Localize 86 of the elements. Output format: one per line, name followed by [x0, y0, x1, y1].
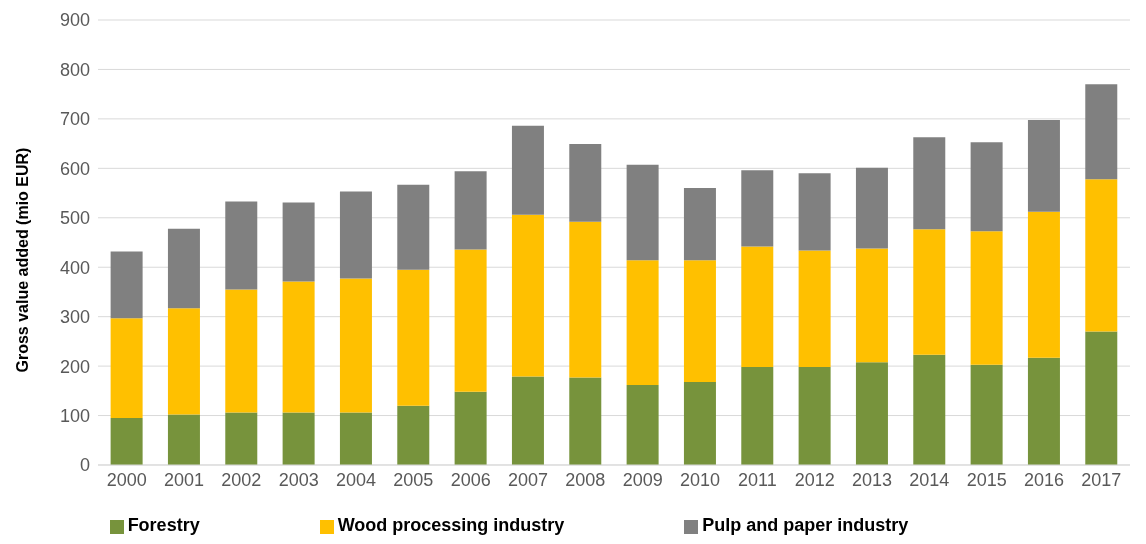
legend-label: Wood processing industry — [337, 515, 565, 535]
bar — [855, 167, 888, 249]
x-tick-label: 2007 — [507, 469, 549, 490]
bar — [225, 412, 258, 465]
bar — [511, 214, 544, 377]
x-tick-label: 2004 — [335, 469, 377, 490]
bar — [339, 412, 372, 465]
bar — [913, 229, 946, 355]
bar — [1027, 357, 1060, 465]
bar — [339, 191, 372, 279]
bar — [569, 221, 602, 378]
bar — [855, 362, 888, 465]
x-tick-label: 2008 — [565, 469, 606, 490]
bar — [741, 367, 774, 465]
bar — [569, 144, 602, 222]
y-tick-label: 200 — [59, 356, 90, 377]
y-tick-label: 300 — [59, 307, 90, 328]
bar — [454, 171, 487, 250]
legend-label: Pulp and paper industry — [702, 515, 909, 535]
y-axis-title: Gross value added (mio EUR) — [13, 147, 31, 373]
bar — [282, 281, 315, 413]
bar — [110, 318, 143, 419]
bar — [225, 289, 258, 413]
y-tick-label: 400 — [59, 257, 90, 278]
bar — [569, 377, 602, 465]
y-tick-label: 0 — [79, 455, 90, 476]
y-tick-label: 900 — [59, 10, 90, 31]
bar — [626, 164, 659, 261]
bar — [454, 391, 487, 465]
x-tick-label: 2015 — [966, 469, 1007, 490]
bar — [167, 414, 200, 465]
bar — [683, 260, 716, 382]
bar — [511, 125, 544, 215]
bar — [339, 278, 372, 413]
bar — [454, 249, 487, 392]
x-tick-label: 2002 — [221, 469, 262, 490]
bar — [1085, 179, 1118, 332]
bar — [970, 364, 1003, 465]
bar — [1085, 331, 1118, 465]
bar — [1027, 119, 1060, 212]
x-tick-label: 2009 — [622, 469, 663, 490]
x-tick-label: 2003 — [278, 469, 319, 490]
x-tick-label: 2013 — [851, 469, 893, 490]
bar — [626, 384, 659, 465]
bar — [167, 308, 200, 415]
bar — [741, 246, 774, 368]
bar — [798, 173, 831, 251]
x-tick-label: 2001 — [163, 469, 205, 490]
bar — [1085, 84, 1118, 180]
bar — [282, 412, 315, 465]
bar — [913, 354, 946, 465]
bar — [1027, 211, 1060, 358]
bar — [798, 250, 831, 368]
bar — [913, 137, 946, 230]
y-tick-label: 100 — [59, 405, 90, 426]
y-tick-label: 500 — [59, 208, 90, 229]
bar — [798, 367, 831, 465]
bar — [741, 170, 774, 247]
bar — [397, 184, 430, 270]
x-tick-label: 2016 — [1023, 469, 1065, 490]
bar — [683, 188, 716, 261]
bar — [110, 251, 143, 319]
x-tick-label: 2000 — [106, 469, 147, 490]
bar — [511, 376, 544, 465]
bar — [970, 231, 1003, 365]
bar — [110, 418, 143, 465]
x-tick-label: 2010 — [679, 469, 721, 490]
bar — [855, 248, 888, 363]
y-tick-label: 700 — [59, 109, 90, 130]
bar — [225, 201, 258, 290]
x-tick-label: 2012 — [794, 469, 835, 490]
bar — [626, 260, 659, 385]
x-tick-label: 2017 — [1081, 469, 1122, 490]
x-tick-label: 2006 — [450, 469, 491, 490]
bar — [970, 142, 1003, 232]
x-tick-label: 2014 — [909, 469, 950, 490]
bar — [397, 405, 430, 465]
bar — [282, 202, 315, 282]
y-tick-label: 800 — [59, 59, 90, 80]
bar — [397, 269, 430, 406]
y-tick-label: 600 — [59, 158, 90, 179]
bar — [683, 381, 716, 465]
bar — [167, 228, 200, 309]
legend-label: Forestry — [127, 515, 200, 535]
x-tick-label: 2011 — [737, 469, 777, 490]
x-tick-label: 2005 — [393, 469, 434, 490]
